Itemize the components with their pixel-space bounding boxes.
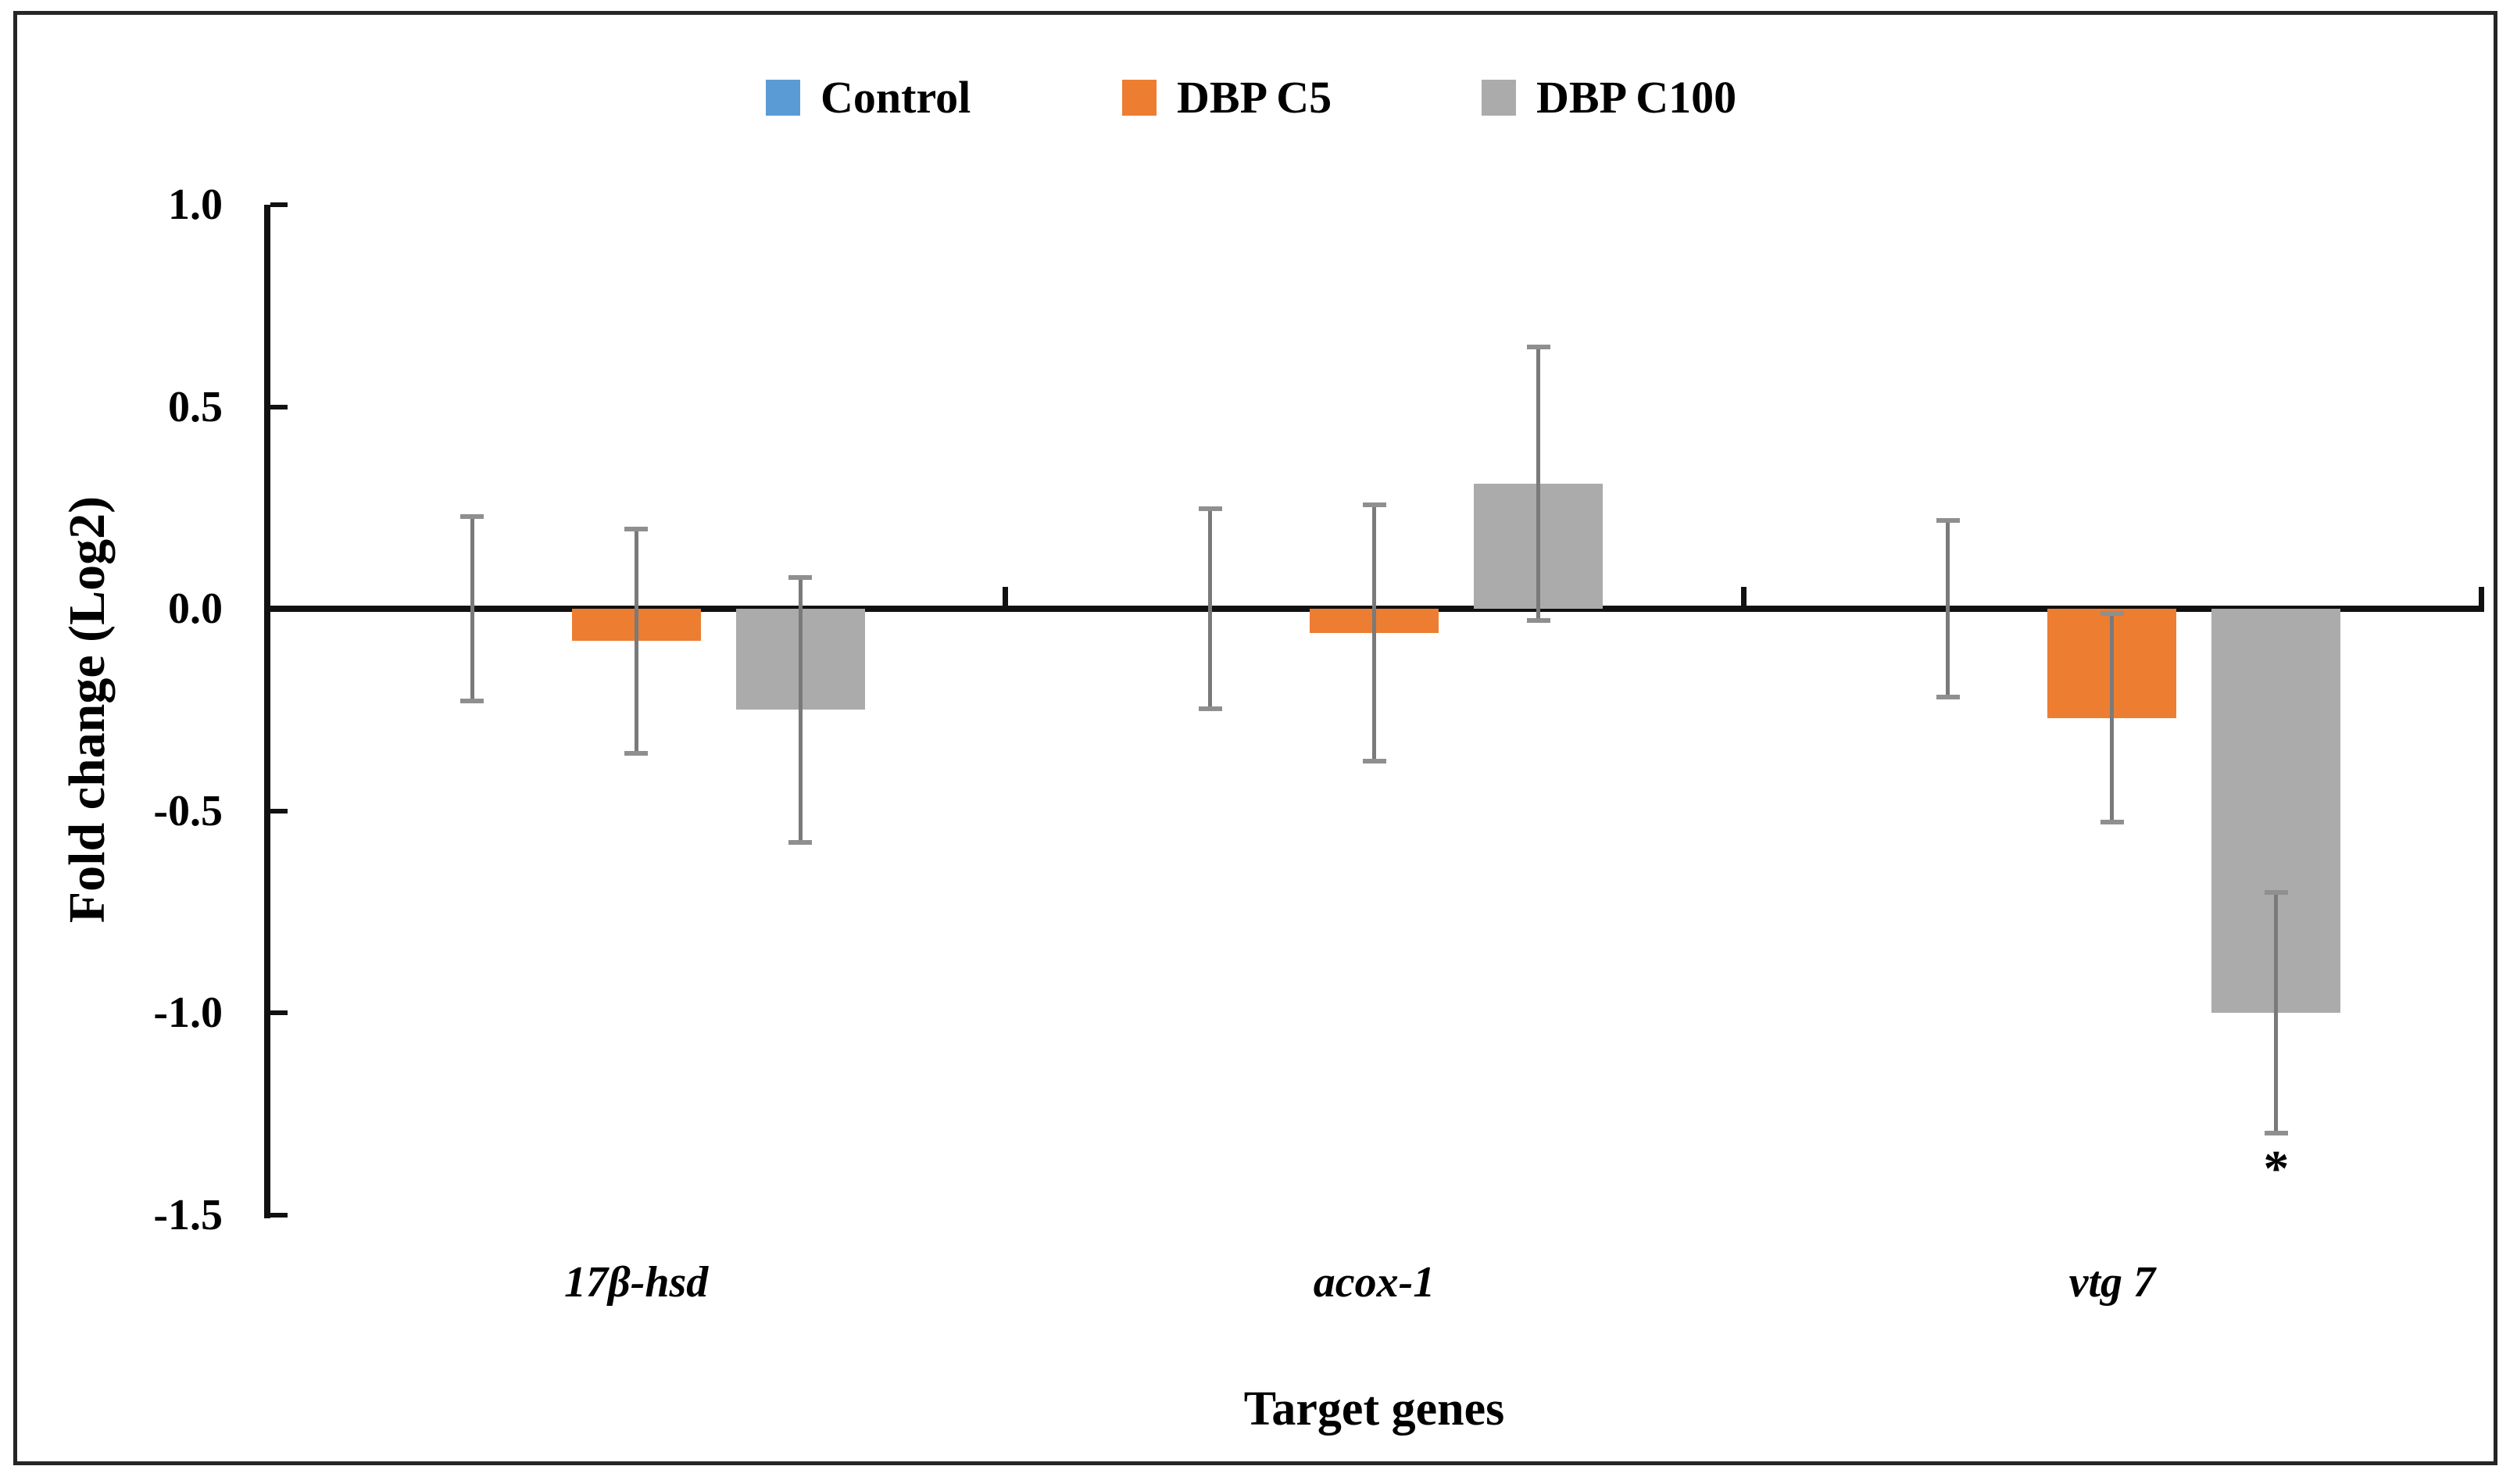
y-axis-tick bbox=[270, 1010, 288, 1015]
error-bar-cap-top bbox=[1198, 506, 1222, 511]
chart-legend: Control DBP C5 DBP C100 bbox=[0, 74, 2517, 129]
error-bar-cap-bottom bbox=[624, 751, 649, 756]
y-tick-label: 0.0 bbox=[168, 585, 223, 633]
y-axis-tick bbox=[270, 808, 288, 814]
legend-swatch-dbp-c100 bbox=[1482, 80, 1516, 116]
x-axis-tick bbox=[2479, 587, 2484, 606]
error-bar bbox=[470, 516, 474, 702]
error-bar bbox=[2110, 613, 2115, 823]
legend-label: Control bbox=[821, 72, 971, 123]
y-tick-label: -0.5 bbox=[153, 786, 223, 835]
y-axis-tick bbox=[270, 1212, 288, 1218]
error-bar-cap-top bbox=[2264, 889, 2288, 895]
y-tick-label: -1.5 bbox=[153, 1190, 223, 1239]
error-bar-cap-top bbox=[1936, 518, 1960, 524]
error-bar bbox=[2274, 891, 2279, 1135]
error-bar-cap-top bbox=[460, 514, 484, 520]
error-bar-cap-top bbox=[2100, 611, 2124, 617]
y-tick-label: 0.5 bbox=[168, 382, 223, 431]
error-bar-cap-top bbox=[788, 574, 813, 580]
error-bar-cap-bottom bbox=[1198, 706, 1222, 712]
error-bar-cap-top bbox=[1362, 502, 1386, 507]
legend-label: DBP C5 bbox=[1177, 72, 1332, 123]
x-axis-tick bbox=[1003, 587, 1009, 606]
y-tick-label: -1.0 bbox=[153, 989, 223, 1037]
error-bar-cap-top bbox=[624, 526, 649, 531]
error-bar-cap-bottom bbox=[1526, 617, 1550, 623]
legend-item-dbp-c100: DBP C100 bbox=[1482, 74, 1736, 121]
y-tick-label: 1.0 bbox=[168, 181, 223, 229]
y-axis-line bbox=[264, 205, 270, 1218]
legend-swatch-control bbox=[766, 80, 800, 116]
legend-swatch-dbp-c5 bbox=[1122, 80, 1157, 116]
x-axis-title: Target genes bbox=[1243, 1382, 1505, 1436]
y-axis-tick bbox=[270, 404, 288, 409]
category-label-2: acox-1 bbox=[1313, 1258, 1435, 1307]
figure-border bbox=[13, 11, 2497, 1465]
category-label-3: vtg 7 bbox=[2068, 1258, 2156, 1307]
error-bar bbox=[1536, 345, 1540, 621]
error-bar-cap-bottom bbox=[1936, 694, 1960, 699]
y-axis-title: Fold change (Log2) bbox=[59, 496, 116, 924]
error-bar-cap-bottom bbox=[460, 698, 484, 703]
error-bar bbox=[634, 527, 638, 755]
category-label-1: 17β-hsd bbox=[564, 1258, 709, 1307]
error-bar-cap-bottom bbox=[2100, 820, 2124, 824]
error-bar bbox=[1372, 503, 1376, 763]
error-bar-cap-bottom bbox=[788, 839, 813, 845]
error-bar-cap-bottom bbox=[2264, 1131, 2288, 1136]
error-bar-cap-top bbox=[1526, 344, 1550, 349]
x-axis-tick bbox=[1740, 587, 1747, 606]
legend-label: DBP C100 bbox=[1536, 72, 1737, 123]
legend-item-dbp-c5: DBP C5 bbox=[1122, 74, 1332, 121]
significance-asterisk: * bbox=[2263, 1140, 2290, 1198]
error-bar bbox=[1946, 520, 1950, 698]
error-bar bbox=[1208, 507, 1212, 710]
error-bar bbox=[798, 576, 803, 843]
y-axis-tick bbox=[270, 202, 288, 207]
error-bar-cap-bottom bbox=[1362, 759, 1386, 764]
legend-item-control: Control bbox=[766, 74, 971, 121]
